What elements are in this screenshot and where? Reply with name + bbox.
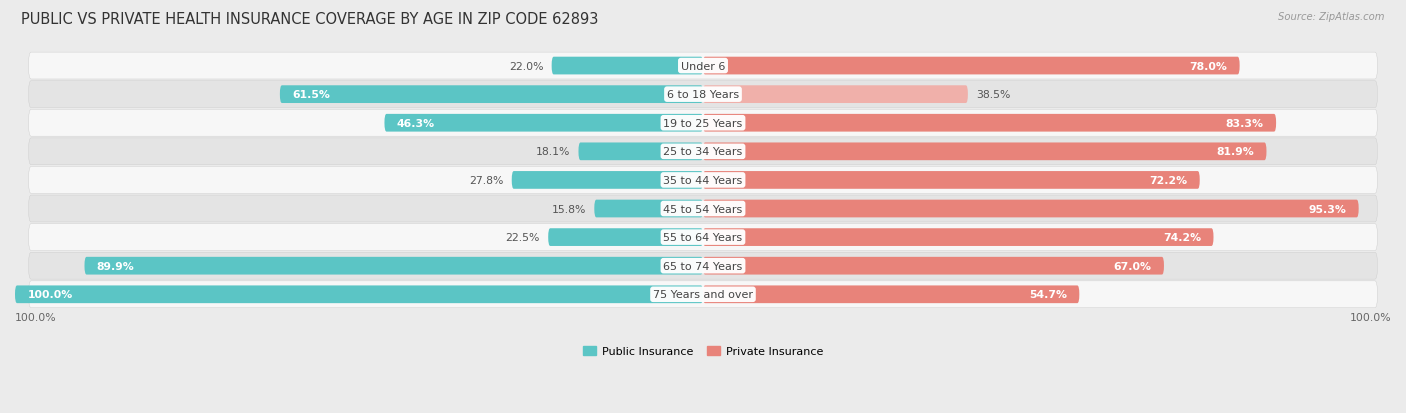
FancyBboxPatch shape	[703, 114, 1277, 132]
Text: 67.0%: 67.0%	[1114, 261, 1152, 271]
Text: 35 to 44 Years: 35 to 44 Years	[664, 176, 742, 185]
FancyBboxPatch shape	[28, 53, 1378, 80]
FancyBboxPatch shape	[28, 196, 1378, 223]
FancyBboxPatch shape	[28, 81, 1378, 108]
FancyBboxPatch shape	[703, 229, 1213, 247]
FancyBboxPatch shape	[15, 286, 703, 304]
FancyBboxPatch shape	[703, 86, 967, 104]
FancyBboxPatch shape	[28, 224, 1378, 251]
Text: 55 to 64 Years: 55 to 64 Years	[664, 233, 742, 242]
Text: 100.0%: 100.0%	[27, 290, 73, 299]
FancyBboxPatch shape	[595, 200, 703, 218]
FancyBboxPatch shape	[28, 110, 1378, 137]
Text: 27.8%: 27.8%	[470, 176, 503, 185]
FancyBboxPatch shape	[28, 167, 1378, 194]
Text: Source: ZipAtlas.com: Source: ZipAtlas.com	[1278, 12, 1385, 22]
FancyBboxPatch shape	[280, 86, 703, 104]
Text: 38.5%: 38.5%	[976, 90, 1011, 100]
Text: 6 to 18 Years: 6 to 18 Years	[666, 90, 740, 100]
Text: 22.0%: 22.0%	[509, 62, 543, 71]
Text: 72.2%: 72.2%	[1149, 176, 1187, 185]
FancyBboxPatch shape	[512, 172, 703, 189]
Text: 89.9%: 89.9%	[97, 261, 135, 271]
Text: 19 to 25 Years: 19 to 25 Years	[664, 119, 742, 128]
Text: 100.0%: 100.0%	[1350, 312, 1391, 322]
Text: 46.3%: 46.3%	[396, 119, 434, 128]
FancyBboxPatch shape	[551, 57, 703, 75]
FancyBboxPatch shape	[703, 200, 1358, 218]
FancyBboxPatch shape	[84, 257, 703, 275]
Text: 25 to 34 Years: 25 to 34 Years	[664, 147, 742, 157]
Text: 81.9%: 81.9%	[1216, 147, 1254, 157]
Text: 95.3%: 95.3%	[1309, 204, 1347, 214]
FancyBboxPatch shape	[578, 143, 703, 161]
Text: PUBLIC VS PRIVATE HEALTH INSURANCE COVERAGE BY AGE IN ZIP CODE 62893: PUBLIC VS PRIVATE HEALTH INSURANCE COVER…	[21, 12, 599, 27]
Text: 15.8%: 15.8%	[551, 204, 586, 214]
Text: 78.0%: 78.0%	[1189, 62, 1227, 71]
FancyBboxPatch shape	[703, 257, 1164, 275]
Text: 22.5%: 22.5%	[506, 233, 540, 242]
FancyBboxPatch shape	[703, 143, 1267, 161]
FancyBboxPatch shape	[28, 253, 1378, 280]
Text: 83.3%: 83.3%	[1226, 119, 1264, 128]
Text: 74.2%: 74.2%	[1163, 233, 1201, 242]
Text: 61.5%: 61.5%	[292, 90, 330, 100]
FancyBboxPatch shape	[703, 286, 1080, 304]
FancyBboxPatch shape	[28, 138, 1378, 165]
Text: 54.7%: 54.7%	[1029, 290, 1067, 299]
Legend: Public Insurance, Private Insurance: Public Insurance, Private Insurance	[579, 343, 827, 360]
Text: Under 6: Under 6	[681, 62, 725, 71]
FancyBboxPatch shape	[384, 114, 703, 132]
Text: 45 to 54 Years: 45 to 54 Years	[664, 204, 742, 214]
FancyBboxPatch shape	[28, 281, 1378, 308]
FancyBboxPatch shape	[703, 172, 1199, 189]
FancyBboxPatch shape	[703, 57, 1240, 75]
Text: 100.0%: 100.0%	[15, 312, 56, 322]
Text: 75 Years and over: 75 Years and over	[652, 290, 754, 299]
FancyBboxPatch shape	[548, 229, 703, 247]
Text: 65 to 74 Years: 65 to 74 Years	[664, 261, 742, 271]
Text: 18.1%: 18.1%	[536, 147, 571, 157]
